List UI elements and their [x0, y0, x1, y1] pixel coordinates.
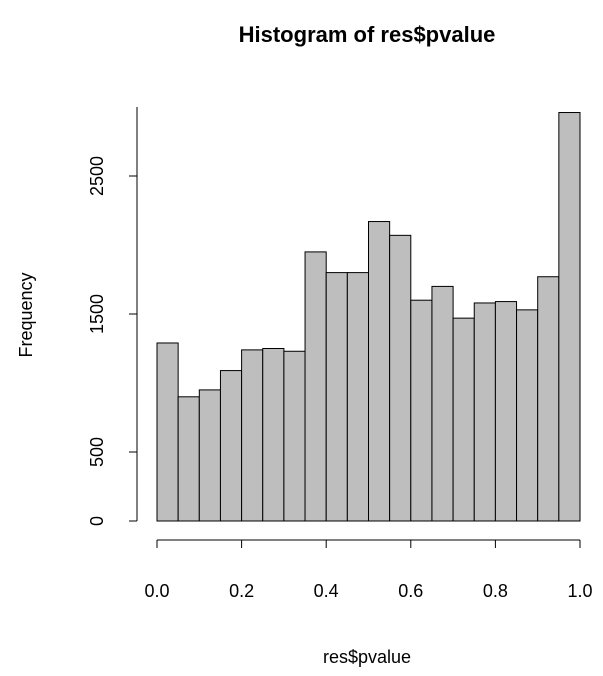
x-tick-label: 0.2: [229, 581, 254, 601]
y-tick-label: 1500: [87, 294, 107, 334]
x-tick-label: 1.0: [567, 581, 592, 601]
bar: [325, 272, 348, 522]
x-tick-label: 0.8: [483, 581, 508, 601]
bar: [494, 301, 518, 522]
x-tick-label: 0.4: [314, 581, 339, 601]
bar: [389, 234, 412, 522]
bar: [558, 112, 581, 522]
bar: [431, 285, 454, 522]
x-tick-label: 0.6: [398, 581, 423, 601]
bar: [473, 302, 496, 522]
bar: [368, 221, 391, 522]
bar: [410, 299, 433, 522]
x-tick-label: 0.0: [144, 581, 169, 601]
chart-title: Histogram of res$pvalue: [239, 22, 496, 47]
bar: [198, 389, 221, 522]
bar: [304, 251, 327, 522]
bar: [283, 350, 306, 522]
x-axis-label: res$pvalue: [323, 647, 411, 667]
bar: [219, 370, 243, 522]
y-tick-label: 500: [87, 437, 107, 467]
bar: [537, 276, 560, 522]
y-tick-label: 2500: [87, 156, 107, 196]
bar: [516, 309, 539, 522]
bar: [241, 349, 264, 522]
y-axis-label: Frequency: [16, 272, 36, 357]
bar: [177, 396, 200, 522]
bar: [452, 317, 475, 522]
y-tick-label: 0: [87, 516, 107, 526]
bar: [262, 348, 285, 522]
bar: [346, 272, 370, 522]
bar: [156, 342, 179, 522]
